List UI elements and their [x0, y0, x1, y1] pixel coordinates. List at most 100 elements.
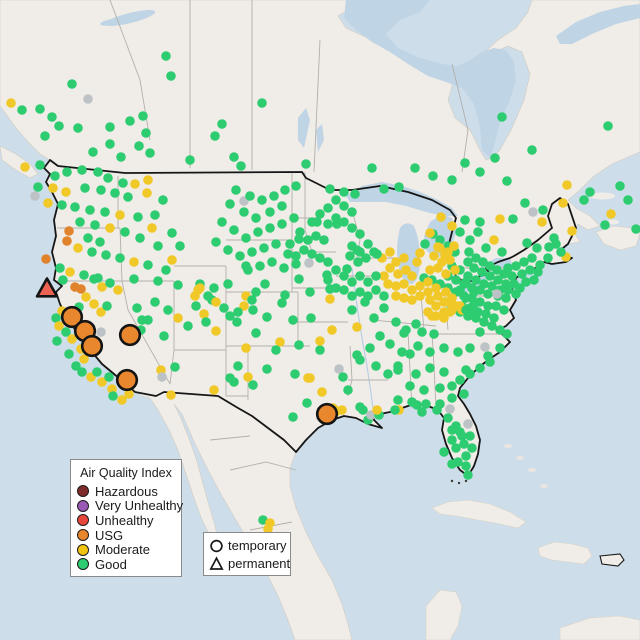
monitor-dot[interactable]	[163, 305, 173, 315]
monitor-dot[interactable]	[391, 317, 401, 327]
monitor-dot[interactable]	[371, 271, 381, 281]
monitor-dot[interactable]	[538, 205, 548, 215]
monitor-dot[interactable]	[73, 243, 83, 253]
monitor-dot[interactable]	[248, 380, 258, 390]
monitor-dot[interactable]	[283, 249, 293, 259]
monitor-dot[interactable]	[497, 247, 507, 257]
monitor-dot[interactable]	[50, 171, 60, 181]
monitor-dot[interactable]	[263, 524, 273, 534]
monitor-dot[interactable]	[511, 261, 521, 271]
monitor-dot[interactable]	[61, 327, 71, 337]
monitor-dot[interactable]	[499, 269, 509, 279]
monitor-dot[interactable]	[415, 281, 425, 291]
monitor-dot[interactable]	[485, 357, 495, 367]
monitor-dot[interactable]	[259, 243, 269, 253]
monitor-dot[interactable]	[339, 187, 349, 197]
monitor-dot[interactable]	[367, 163, 377, 173]
monitor-dot[interactable]	[315, 345, 325, 355]
monitor-dot[interactable]	[88, 147, 98, 157]
monitor-dot[interactable]	[83, 233, 93, 243]
monitor-dot[interactable]	[460, 158, 470, 168]
monitor-dot[interactable]	[475, 327, 485, 337]
monitor-dot[interactable]	[323, 219, 333, 229]
monitor-dot[interactable]	[461, 293, 471, 303]
monitor-dot[interactable]	[290, 369, 300, 379]
monitor-dot[interactable]	[407, 285, 417, 295]
monitor-dot[interactable]	[116, 152, 126, 162]
monitor-dot[interactable]	[447, 435, 457, 445]
monitor-dot[interactable]	[331, 195, 341, 205]
monitor-dot[interactable]	[117, 395, 127, 405]
monitor-dot[interactable]	[67, 334, 77, 344]
monitor-dot[interactable]	[62, 236, 72, 246]
monitor-dot[interactable]	[294, 274, 304, 284]
monitor-dot[interactable]	[89, 299, 99, 309]
monitor-dot[interactable]	[450, 265, 460, 275]
monitor-dot[interactable]	[262, 312, 272, 322]
monitor-dot[interactable]	[423, 287, 433, 297]
monitor-dot[interactable]	[455, 285, 465, 295]
monitor-dot[interactable]	[436, 212, 446, 222]
monitor-dot[interactable]	[260, 279, 270, 289]
monitor-dot[interactable]	[77, 367, 87, 377]
monitor-dot[interactable]	[469, 287, 479, 297]
monitor-dot[interactable]	[435, 383, 445, 393]
monitor-dot[interactable]	[96, 327, 106, 337]
monitor-dot[interactable]	[102, 301, 112, 311]
monitor-dot[interactable]	[210, 131, 220, 141]
monitor-dot[interactable]	[143, 175, 153, 185]
monitor-dot[interactable]	[417, 407, 427, 417]
monitor-dot[interactable]	[223, 279, 233, 289]
monitor-dot[interactable]	[461, 305, 471, 315]
monitor-dot[interactable]	[100, 207, 110, 217]
monitor-dot[interactable]	[439, 367, 449, 377]
monitor-dot[interactable]	[385, 263, 395, 273]
monitor-dot[interactable]	[433, 263, 443, 273]
monitor-dot[interactable]	[243, 372, 253, 382]
monitor-dot[interactable]	[394, 182, 404, 192]
monitor-dot[interactable]	[58, 275, 68, 285]
monitor-dot[interactable]	[447, 381, 457, 391]
monitor-dot[interactable]	[551, 239, 561, 249]
monitor-dot[interactable]	[332, 219, 342, 229]
monitor-dot[interactable]	[54, 321, 64, 331]
monitor-dot[interactable]	[345, 251, 355, 261]
monitor-dot[interactable]	[219, 303, 229, 313]
monitor-dot[interactable]	[471, 253, 481, 263]
monitor-dot[interactable]	[41, 254, 51, 264]
monitor-dot[interactable]	[248, 305, 258, 315]
monitor-dot[interactable]	[379, 271, 389, 281]
monitor-dot[interactable]	[469, 299, 479, 309]
monitor-dot[interactable]	[355, 229, 365, 239]
monitor-dot[interactable]	[315, 336, 325, 346]
monitor-dot[interactable]	[385, 339, 395, 349]
monitor-dot[interactable]	[455, 427, 465, 437]
monitor-dot[interactable]	[307, 249, 317, 259]
monitor-dot[interactable]	[167, 255, 177, 265]
monitor-dot[interactable]	[487, 321, 497, 331]
monitor-dot[interactable]	[556, 247, 566, 257]
monitor-dot[interactable]	[301, 159, 311, 169]
monitor-dot[interactable]	[520, 198, 530, 208]
monitor-dot[interactable]	[447, 425, 457, 435]
monitor-dot[interactable]	[431, 301, 441, 311]
monitor-dot[interactable]	[161, 51, 171, 61]
monitor-dot[interactable]	[239, 207, 249, 217]
monitor-dot[interactable]	[319, 235, 329, 245]
monitor-dot[interactable]	[533, 267, 543, 277]
monitor-dot[interactable]	[391, 257, 401, 267]
monitor-dot[interactable]	[399, 279, 409, 289]
monitor-dot[interactable]	[417, 327, 427, 337]
monitor-dot[interactable]	[459, 439, 469, 449]
monitor-dot[interactable]	[96, 307, 106, 317]
monitor-dot[interactable]	[135, 233, 145, 243]
monitor-dot[interactable]	[429, 329, 439, 339]
monitor-dot[interactable]	[507, 271, 517, 281]
monitor-dot[interactable]	[30, 191, 40, 201]
monitor-dot[interactable]	[97, 377, 107, 387]
large-temporary-monitor-marker[interactable]	[315, 402, 339, 426]
monitor-dot[interactable]	[365, 343, 375, 353]
monitor-dot[interactable]	[75, 217, 85, 227]
monitor-dot[interactable]	[153, 241, 163, 251]
monitor-dot[interactable]	[241, 233, 251, 243]
